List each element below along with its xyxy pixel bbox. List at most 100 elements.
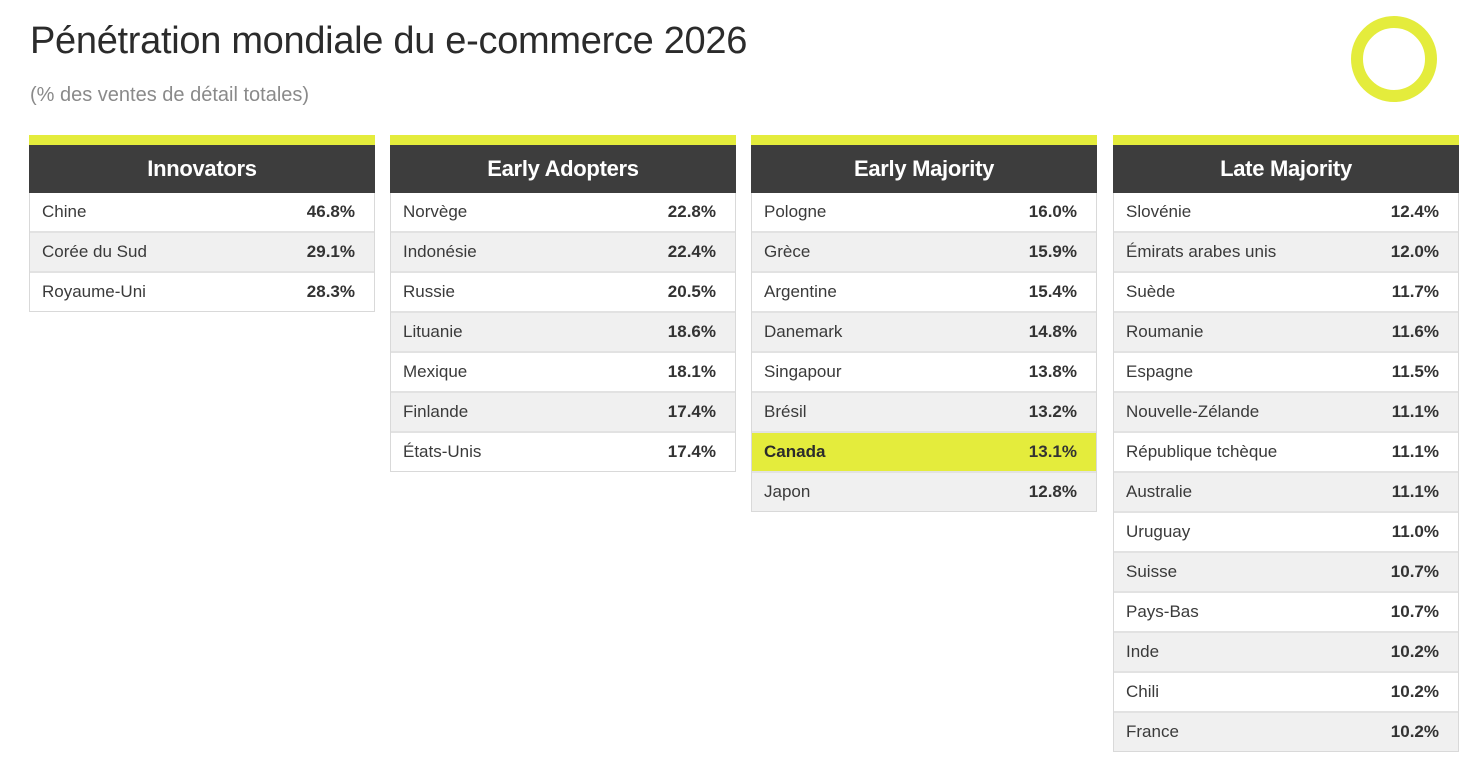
table-row: Uruguay 11.0% — [1114, 513, 1458, 553]
table-row: Pays-Bas 10.7% — [1114, 593, 1458, 633]
country-label: Brésil — [764, 402, 807, 421]
table-row: États-Unis 17.4% — [391, 433, 735, 471]
country-label: Royaume-Uni — [42, 282, 146, 301]
group-early-adopters: Early Adopters Norvège 22.8% Indonésie 22.4… — [390, 135, 736, 472]
group-header: Early Adopters — [390, 145, 736, 193]
penetration-value: 16.0% — [1028, 202, 1077, 221]
penetration-value: 10.2% — [1390, 642, 1439, 661]
table-row: Canada 13.1% — [752, 433, 1096, 473]
penetration-value: 18.6% — [667, 322, 716, 341]
country-label: Slovénie — [1126, 202, 1192, 221]
group-accent-bar — [390, 135, 736, 145]
table-row: Nouvelle-Zélande 11.1% — [1114, 393, 1458, 433]
country-label: Chili — [1126, 682, 1160, 701]
group-rows: Chine 46.8% Corée du Sud 29.1% Royaume-Uni 28… — [29, 193, 375, 312]
table-row: Brésil 13.2% — [752, 393, 1096, 433]
table-row: Mexique 18.1% — [391, 353, 735, 393]
group-header: Late Majority — [1113, 145, 1459, 193]
country-label: Uruguay — [1126, 522, 1191, 541]
penetration-value: 15.9% — [1028, 242, 1077, 261]
group-early-majority: Early Majority Pologne 16.0% Grèce 15.9% Arg… — [751, 135, 1097, 512]
country-label: Finlande — [403, 402, 469, 421]
country-label: Danemark — [764, 322, 843, 341]
group-accent-bar — [751, 135, 1097, 145]
group-accent-bar — [1113, 135, 1459, 145]
country-label: États-Unis — [403, 442, 482, 461]
penetration-value: 11.0% — [1391, 522, 1439, 541]
table-row: Inde 10.2% — [1114, 633, 1458, 673]
penetration-value: 11.5% — [1391, 362, 1439, 381]
penetration-value: 17.4% — [667, 402, 716, 421]
penetration-value: 18.1% — [667, 362, 716, 381]
page-title: Pénétration mondiale du e-commerce 2026 — [30, 20, 748, 62]
penetration-value: 22.4% — [667, 242, 716, 261]
penetration-value: 10.2% — [1390, 682, 1439, 701]
country-label: France — [1126, 722, 1179, 741]
table-row: Émirats arabes unis 12.0% — [1114, 233, 1458, 273]
country-label: Pays-Bas — [1126, 602, 1199, 621]
penetration-value: 17.4% — [667, 442, 716, 461]
country-label: Espagne — [1126, 362, 1194, 381]
table-row: Royaume-Uni 28.3% — [30, 273, 374, 311]
table-row: Slovénie 12.4% — [1114, 193, 1458, 233]
penetration-value: 28.3% — [306, 282, 355, 301]
table-row: Chili 10.2% — [1114, 673, 1458, 713]
country-label: Norvège — [403, 202, 468, 221]
table-row: Finlande 17.4% — [391, 393, 735, 433]
penetration-value: 15.4% — [1028, 282, 1077, 301]
penetration-value: 29.1% — [306, 242, 355, 261]
table-row: Singapour 13.8% — [752, 353, 1096, 393]
group-rows: Norvège 22.8% Indonésie 22.4% Russie 20.5% Lit… — [390, 193, 736, 472]
page-subtitle: (% des ventes de détail totales) — [30, 84, 310, 106]
penetration-value: 11.7% — [1391, 282, 1439, 301]
table-row: Argentine 15.4% — [752, 273, 1096, 313]
penetration-value: 13.1% — [1028, 442, 1077, 461]
country-label: Japon — [764, 482, 811, 501]
group-rows: Slovénie 12.4% Émirats arabes unis 12.0% Suè… — [1113, 193, 1459, 752]
country-label: Nouvelle-Zélande — [1126, 402, 1260, 421]
table-row: Australie 11.1% — [1114, 473, 1458, 513]
country-label: Singapour — [764, 362, 842, 381]
table-row: République tchèque 11.1% — [1114, 433, 1458, 473]
table-row: Indonésie 22.4% — [391, 233, 735, 273]
table-row: Suède 11.7% — [1114, 273, 1458, 313]
penetration-value: 10.2% — [1390, 722, 1439, 741]
group-header: Innovators — [29, 145, 375, 193]
country-label: Grèce — [764, 242, 811, 261]
country-label: Canada — [764, 442, 826, 461]
table-row: Norvège 22.8% — [391, 193, 735, 233]
penetration-value: 20.5% — [667, 282, 716, 301]
penetration-value: 14.8% — [1028, 322, 1077, 341]
penetration-value: 46.8% — [306, 202, 355, 221]
country-label: Suède — [1126, 282, 1176, 301]
group-header: Early Majority — [751, 145, 1097, 193]
country-label: Inde — [1126, 642, 1160, 661]
country-label: République tchèque — [1126, 442, 1278, 461]
table-row: Danemark 14.8% — [752, 313, 1096, 353]
group-late-majority: Late Majority Slovénie 12.4% Émirats arabe… — [1113, 135, 1459, 752]
penetration-value: 13.8% — [1028, 362, 1077, 381]
country-label: Indonésie — [403, 242, 477, 261]
country-label: Corée du Sud — [42, 242, 147, 261]
penetration-value: 11.6% — [1391, 322, 1439, 341]
table-row: Lituanie 18.6% — [391, 313, 735, 353]
group-accent-bar — [29, 135, 375, 145]
penetration-value: 11.1% — [1391, 482, 1439, 501]
country-label: Suisse — [1126, 562, 1178, 581]
country-label: Roumanie — [1126, 322, 1204, 341]
table-row: France 10.2% — [1114, 713, 1458, 751]
table-row: Corée du Sud 29.1% — [30, 233, 374, 273]
penetration-value: 10.7% — [1390, 602, 1439, 621]
table-row: Pologne 16.0% — [752, 193, 1096, 233]
country-label: Lituanie — [403, 322, 463, 341]
country-label: Russie — [403, 282, 455, 301]
table-row: Chine 46.8% — [30, 193, 374, 233]
penetration-value: 10.7% — [1390, 562, 1439, 581]
country-label: Pologne — [764, 202, 827, 221]
penetration-value: 11.1% — [1391, 402, 1439, 421]
table-row: Espagne 11.5% — [1114, 353, 1458, 393]
country-label: Chine — [42, 202, 87, 221]
table-row: Roumanie 11.6% — [1114, 313, 1458, 353]
country-label: Mexique — [403, 362, 468, 381]
penetration-value: 11.1% — [1391, 442, 1439, 461]
